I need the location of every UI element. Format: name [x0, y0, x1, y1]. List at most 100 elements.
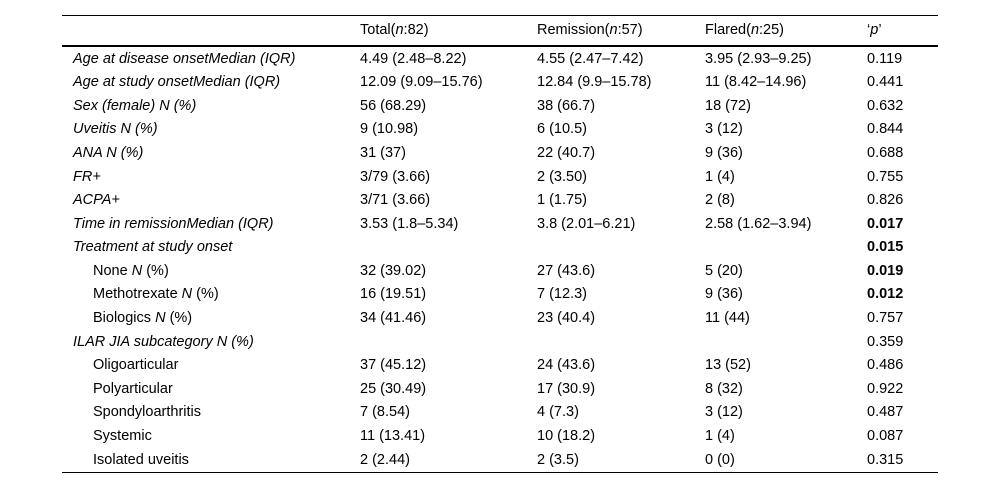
table-row: Sex (female) N (%) 56 (68.29) 38 (66.7) … — [62, 94, 938, 118]
header-total-n: n — [395, 22, 404, 39]
row-label-text: Methotrexate — [93, 286, 182, 303]
column-header-p: ‘p’ — [867, 15, 938, 47]
cell-p: 0.315 — [867, 451, 904, 468]
table-row: ILAR JIA subcategory N (%) 0.359 — [62, 330, 938, 354]
row-label: Systemic — [62, 425, 360, 449]
cell-remission — [537, 330, 705, 354]
row-label: Oligoarticular — [62, 354, 360, 378]
cell-total: 2 (2.44) — [360, 451, 410, 468]
cell-total: 16 (19.51) — [360, 286, 427, 303]
table-body: Age at disease onsetMedian (IQR) 4.49 (2… — [62, 46, 938, 472]
row-label-text: (%) — [192, 286, 219, 303]
table-row: Spondyloarthritis 7 (8.54) 4 (7.3) 3 (12… — [62, 401, 938, 425]
column-header-total: Total(n:82) — [360, 15, 537, 47]
table-row: Age at disease onsetMedian (IQR) 4.49 (2… — [62, 46, 938, 71]
cell-p: 0.012 — [867, 286, 904, 303]
cell-remission: 2 (3.50) — [537, 168, 587, 185]
cell-total: 37 (45.12) — [360, 357, 427, 374]
row-label: Biologics N (%) — [62, 307, 360, 331]
cell-p: 0.017 — [867, 215, 904, 232]
cell-remission: 4.55 (2.47–7.42) — [537, 50, 644, 67]
row-label-text: Time in remissionMedian (IQR) — [73, 215, 274, 232]
row-label-text: Treatment at study onset — [73, 239, 233, 256]
table-row: Isolated uveitis 2 (2.44) 2 (3.5) 0 (0) … — [62, 448, 938, 472]
cell-p: 0.826 — [867, 192, 904, 209]
row-label: Methotrexate N (%) — [62, 283, 360, 307]
row-label: Isolated uveitis — [62, 448, 360, 472]
cell-total: 25 (30.49) — [360, 380, 427, 397]
row-label: Uveitis N (%) — [62, 118, 360, 142]
cell-p: 0.922 — [867, 380, 904, 397]
row-label-text: Age at study onsetMedian (IQR) — [73, 74, 281, 91]
row-label: None N (%) — [62, 259, 360, 283]
table-row: Systemic 11 (13.41) 10 (18.2) 1 (4) 0.08… — [62, 425, 938, 449]
header-remission-post: :57) — [617, 22, 643, 39]
row-label: Age at study onsetMedian (IQR) — [62, 71, 360, 95]
table-row: Biologics N (%) 34 (41.46) 23 (40.4) 11 … — [62, 307, 938, 331]
cell-flared: 3 (12) — [705, 121, 743, 138]
cell-flared: 1 (4) — [705, 428, 735, 445]
cell-remission: 24 (43.6) — [537, 357, 596, 374]
cell-remission: 6 (10.5) — [537, 121, 587, 138]
row-label: Spondyloarthritis — [62, 401, 360, 425]
cell-flared — [705, 330, 867, 354]
cell-flared: 11 (8.42–14.96) — [705, 74, 807, 91]
header-p-open-quote: ‘ — [867, 22, 871, 39]
header-remission-n: n — [609, 22, 618, 39]
row-label-text: Spondyloarthritis — [93, 404, 201, 421]
cell-p: 0.019 — [867, 262, 904, 279]
cell-total: 31 (37) — [360, 144, 406, 161]
table-row: None N (%) 32 (39.02) 27 (43.6) 5 (20) 0… — [62, 259, 938, 283]
header-flared-pre: Flared( — [705, 22, 751, 39]
table-row: Time in remissionMedian (IQR) 3.53 (1.8–… — [62, 212, 938, 236]
row-label-text: N — [181, 286, 193, 303]
row-label: ILAR JIA subcategory N (%) — [62, 330, 360, 354]
cell-total: 56 (68.29) — [360, 97, 427, 114]
cell-remission: 3.8 (2.01–6.21) — [537, 215, 636, 232]
column-header-flared: Flared(n:25) — [705, 15, 867, 47]
cell-p: 0.087 — [867, 428, 904, 445]
table-row: FR+ 3/79 (3.66) 2 (3.50) 1 (4) 0.755 — [62, 165, 938, 189]
row-label: Age at disease onsetMedian (IQR) — [62, 46, 360, 71]
table-row: Methotrexate N (%) 16 (19.51) 7 (12.3) 9… — [62, 283, 938, 307]
cell-flared: 2.58 (1.62–3.94) — [705, 215, 812, 232]
cell-total: 34 (41.46) — [360, 310, 427, 327]
cell-total: 3/79 (3.66) — [360, 168, 431, 185]
cell-remission: 1 (1.75) — [537, 192, 587, 209]
cell-total: 11 (13.41) — [360, 428, 426, 445]
row-label: FR+ — [62, 165, 360, 189]
row-label-text: (%) — [165, 310, 193, 327]
row-label: Treatment at study onset — [62, 236, 360, 260]
cell-remission: 7 (12.3) — [537, 286, 587, 303]
cell-remission: 10 (18.2) — [537, 428, 596, 445]
cell-flared: 11 (44) — [705, 310, 750, 327]
cell-flared: 1 (4) — [705, 168, 735, 185]
header-remission-pre: Remission( — [537, 22, 610, 39]
cell-flared: 5 (20) — [705, 262, 743, 279]
table-row: Treatment at study onset 0.015 — [62, 236, 938, 260]
cell-remission: 12.84 (9.9–15.78) — [537, 74, 652, 91]
cell-p: 0.688 — [867, 144, 904, 161]
row-label: Polyarticular — [62, 377, 360, 401]
cell-total — [360, 236, 537, 260]
table-row: Oligoarticular 37 (45.12) 24 (43.6) 13 (… — [62, 354, 938, 378]
table-row: ACPA+ 3/71 (3.66) 1 (1.75) 2 (8) 0.826 — [62, 189, 938, 213]
cell-p: 0.441 — [867, 74, 904, 91]
header-total-pre: Total( — [360, 22, 396, 39]
row-label-text: (%) — [142, 262, 169, 279]
row-label-text: None — [93, 262, 132, 279]
header-total-post: :82) — [403, 22, 429, 39]
header-flared-n: n — [750, 22, 760, 39]
cell-p: 0.015 — [867, 239, 904, 256]
row-label-text: N — [155, 310, 166, 327]
cell-p: 0.632 — [867, 97, 904, 114]
cell-remission — [537, 236, 705, 260]
cell-flared: 9 (36) — [705, 144, 743, 161]
cell-flared: 0 (0) — [705, 451, 735, 468]
cell-remission: 22 (40.7) — [537, 144, 596, 161]
cell-flared: 3.95 (2.93–9.25) — [705, 50, 812, 67]
cell-flared: 2 (8) — [705, 192, 735, 209]
cell-p: 0.359 — [867, 333, 904, 350]
cell-remission: 38 (66.7) — [537, 97, 596, 114]
row-label-text: ACPA+ — [73, 192, 120, 209]
